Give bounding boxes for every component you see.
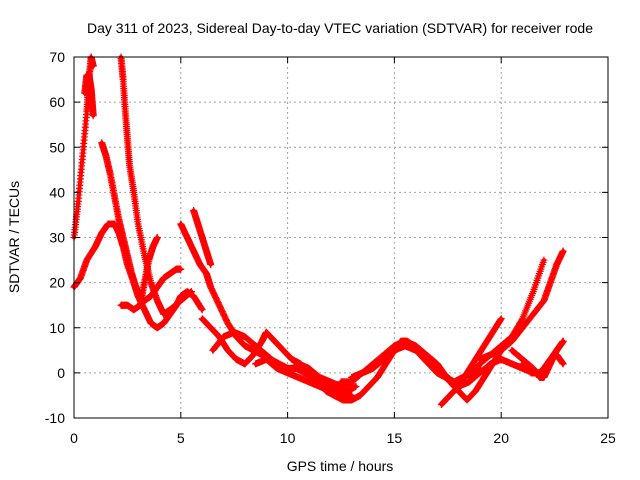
data-point bbox=[352, 382, 360, 390]
series-track-t bbox=[519, 351, 567, 377]
data-point bbox=[89, 112, 97, 120]
y-tick-label: 70 bbox=[49, 49, 65, 65]
chart-title: Day 311 of 2023, Sidereal Day-to-day VTE… bbox=[87, 20, 593, 36]
series-track-c bbox=[117, 53, 195, 318]
data-point bbox=[559, 247, 567, 255]
data-point bbox=[559, 360, 567, 368]
y-tick-label: 40 bbox=[49, 184, 65, 200]
data-point bbox=[89, 62, 97, 70]
series-line bbox=[477, 249, 566, 362]
series-track-f bbox=[117, 234, 161, 314]
x-tick-label: 15 bbox=[387, 430, 403, 446]
y-tick-label: 0 bbox=[57, 365, 65, 381]
y-tick-label: 60 bbox=[49, 94, 65, 110]
data-point bbox=[540, 256, 548, 264]
x-tick-label: 10 bbox=[280, 430, 296, 446]
series-track-o bbox=[437, 315, 505, 408]
data-point bbox=[198, 305, 206, 313]
y-tick-label: 20 bbox=[49, 275, 65, 291]
axis-ticks: 0 5 10 15 20 25 -10 0 10 20 30 40 50 60 70 bbox=[45, 49, 616, 446]
series-track-b bbox=[81, 71, 97, 120]
data-point bbox=[207, 261, 215, 269]
data-point bbox=[153, 234, 161, 241]
x-tick-label: 0 bbox=[70, 430, 78, 446]
series-track-h bbox=[190, 206, 215, 269]
data-point bbox=[497, 315, 505, 323]
data-point bbox=[177, 265, 185, 273]
series-track-q bbox=[476, 247, 567, 363]
x-tick-label: 5 bbox=[177, 430, 185, 446]
y-tick-label: 30 bbox=[49, 230, 65, 246]
data-points bbox=[70, 53, 567, 408]
data-point bbox=[497, 316, 505, 324]
x-tick-label: 25 bbox=[600, 430, 616, 446]
data-point bbox=[198, 306, 206, 314]
y-tick-label: 10 bbox=[49, 320, 65, 336]
series-track-n bbox=[348, 337, 505, 404]
data-point bbox=[559, 337, 567, 345]
data-point bbox=[518, 316, 526, 324]
y-axis-label: SDTVAR / TECUs bbox=[6, 181, 22, 293]
x-axis-label: GPS time / hours bbox=[287, 458, 394, 474]
y-tick-label: 50 bbox=[49, 139, 65, 155]
y-tick-label: -10 bbox=[45, 410, 65, 426]
x-tick-label: 20 bbox=[493, 430, 509, 446]
